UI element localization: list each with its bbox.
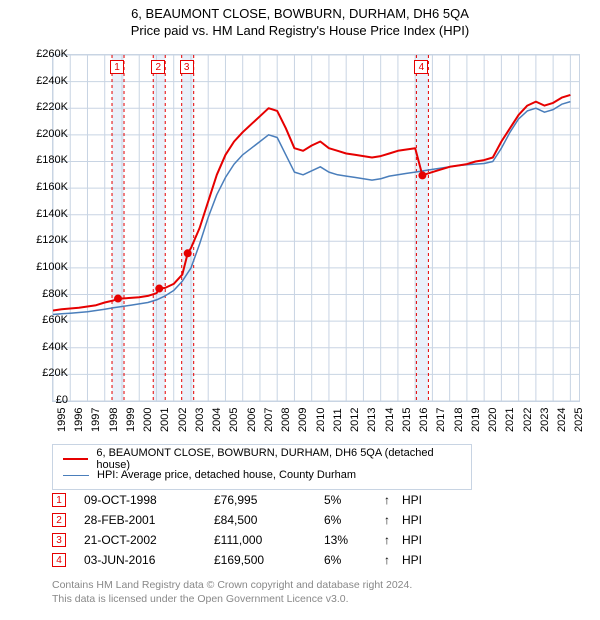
x-tick-label: 2018 xyxy=(453,408,465,432)
y-tick-label: £60K xyxy=(24,314,68,326)
x-tick-label: 2013 xyxy=(366,408,378,432)
x-tick-label: 2016 xyxy=(418,408,430,432)
transaction-hpi-label: HPI xyxy=(402,493,442,507)
x-tick-label: 2020 xyxy=(487,408,499,432)
x-tick-label: 2019 xyxy=(470,408,482,432)
x-tick-label: 2022 xyxy=(522,408,534,432)
transaction-delta: 5% xyxy=(324,493,384,507)
chart-svg xyxy=(53,55,579,401)
x-tick-label: 2012 xyxy=(349,408,361,432)
x-tick-label: 1999 xyxy=(125,408,137,432)
legend-swatch xyxy=(63,458,88,460)
transaction-price: £111,000 xyxy=(214,533,324,547)
footnote: Contains HM Land Registry data © Crown c… xyxy=(52,578,572,606)
chart-marker: 3 xyxy=(180,60,194,74)
transaction-delta: 6% xyxy=(324,513,384,527)
footnote-line: Contains HM Land Registry data © Crown c… xyxy=(52,578,572,592)
y-tick-label: £120K xyxy=(24,234,68,246)
x-tick-label: 2021 xyxy=(504,408,516,432)
x-tick-label: 1998 xyxy=(108,408,120,432)
x-tick-label: 2000 xyxy=(142,408,154,432)
y-tick-label: £200K xyxy=(24,128,68,140)
x-tick-label: 1995 xyxy=(56,408,68,432)
y-tick-label: £140K xyxy=(24,208,68,220)
y-tick-label: £40K xyxy=(24,341,68,353)
chart-legend: 6, BEAUMONT CLOSE, BOWBURN, DURHAM, DH6 … xyxy=(52,444,472,490)
chart-marker: 1 xyxy=(110,60,124,74)
y-tick-label: £160K xyxy=(24,181,68,193)
transaction-price: £169,500 xyxy=(214,553,324,567)
transaction-hpi-label: HPI xyxy=(402,513,442,527)
transaction-price: £84,500 xyxy=(214,513,324,527)
x-tick-label: 1997 xyxy=(90,408,102,432)
legend-label: 6, BEAUMONT CLOSE, BOWBURN, DURHAM, DH6 … xyxy=(96,447,461,471)
transaction-marker: 1 xyxy=(52,493,66,507)
y-tick-label: £180K xyxy=(24,154,68,166)
x-tick-label: 2015 xyxy=(401,408,413,432)
chart-plot-area xyxy=(52,54,580,402)
transaction-marker: 3 xyxy=(52,533,66,547)
x-tick-label: 2025 xyxy=(573,408,585,432)
legend-label: HPI: Average price, detached house, Coun… xyxy=(97,469,356,481)
x-tick-label: 2024 xyxy=(556,408,568,432)
transaction-delta: 6% xyxy=(324,553,384,567)
y-tick-label: £100K xyxy=(24,261,68,273)
title-block: 6, BEAUMONT CLOSE, BOWBURN, DURHAM, DH6 … xyxy=(0,0,600,38)
x-tick-label: 2001 xyxy=(159,408,171,432)
x-tick-label: 2017 xyxy=(435,408,447,432)
x-tick-label: 2011 xyxy=(332,408,344,432)
x-tick-label: 2002 xyxy=(177,408,189,432)
y-tick-label: £20K xyxy=(24,367,68,379)
transaction-row: 3 21-OCT-2002£111,00013%↑HPI xyxy=(52,530,442,550)
chart-subtitle: Price paid vs. HM Land Registry's House … xyxy=(0,23,600,38)
chart-title: 6, BEAUMONT CLOSE, BOWBURN, DURHAM, DH6 … xyxy=(0,6,600,21)
x-tick-label: 2003 xyxy=(194,408,206,432)
x-tick-label: 2004 xyxy=(211,408,223,432)
up-arrow-icon: ↑ xyxy=(384,513,402,527)
transaction-date: 28-FEB-2001 xyxy=(84,513,214,527)
x-tick-label: 2023 xyxy=(539,408,551,432)
x-tick-label: 2007 xyxy=(263,408,275,432)
x-tick-label: 2005 xyxy=(228,408,240,432)
x-tick-label: 2010 xyxy=(315,408,327,432)
y-tick-label: £240K xyxy=(24,75,68,87)
transaction-date: 03-JUN-2016 xyxy=(84,553,214,567)
transaction-hpi-label: HPI xyxy=(402,533,442,547)
transaction-date: 09-OCT-1998 xyxy=(84,493,214,507)
transaction-price: £76,995 xyxy=(214,493,324,507)
up-arrow-icon: ↑ xyxy=(384,553,402,567)
y-tick-label: £260K xyxy=(24,48,68,60)
up-arrow-icon: ↑ xyxy=(384,533,402,547)
transaction-marker: 4 xyxy=(52,553,66,567)
chart-marker: 4 xyxy=(414,60,428,74)
transaction-delta: 13% xyxy=(324,533,384,547)
transaction-row: 2 28-FEB-2001£84,5006%↑HPI xyxy=(52,510,442,530)
legend-swatch xyxy=(63,475,89,476)
footnote-line: This data is licensed under the Open Gov… xyxy=(52,592,572,606)
x-tick-label: 2009 xyxy=(297,408,309,432)
transaction-row: 4 03-JUN-2016£169,5006%↑HPI xyxy=(52,550,442,570)
transaction-marker: 2 xyxy=(52,513,66,527)
transaction-date: 21-OCT-2002 xyxy=(84,533,214,547)
x-tick-label: 2006 xyxy=(246,408,258,432)
transaction-hpi-label: HPI xyxy=(402,553,442,567)
x-tick-label: 1996 xyxy=(73,408,85,432)
y-tick-label: £0 xyxy=(24,394,68,406)
legend-item: 6, BEAUMONT CLOSE, BOWBURN, DURHAM, DH6 … xyxy=(63,451,461,467)
x-tick-label: 2008 xyxy=(280,408,292,432)
x-tick-label: 2014 xyxy=(384,408,396,432)
transaction-row: 1 09-OCT-1998£76,9955%↑HPI xyxy=(52,490,442,510)
up-arrow-icon: ↑ xyxy=(384,493,402,507)
chart-marker: 2 xyxy=(151,60,165,74)
transactions-table: 109-OCT-1998£76,9955%↑HPI228-FEB-2001£84… xyxy=(52,490,442,570)
y-tick-label: £80K xyxy=(24,288,68,300)
y-tick-label: £220K xyxy=(24,101,68,113)
